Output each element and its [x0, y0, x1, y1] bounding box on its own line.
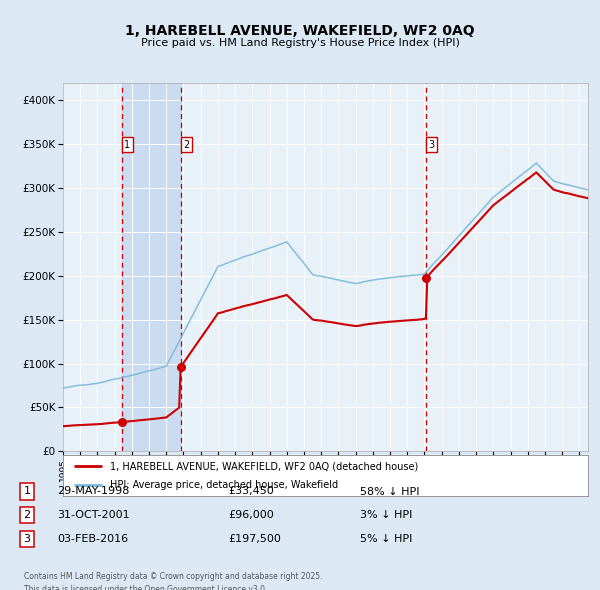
Text: 1: 1 — [124, 140, 130, 150]
Text: 1, HAREBELL AVENUE, WAKEFIELD, WF2 0AQ: 1, HAREBELL AVENUE, WAKEFIELD, WF2 0AQ — [125, 24, 475, 38]
Bar — [122, 83, 181, 451]
Text: HPI: Average price, detached house, Wakefield: HPI: Average price, detached house, Wake… — [110, 480, 338, 490]
Text: 5% ↓ HPI: 5% ↓ HPI — [360, 534, 412, 543]
Text: 2: 2 — [183, 140, 190, 150]
Text: 1: 1 — [23, 487, 31, 496]
Text: £197,500: £197,500 — [228, 534, 281, 543]
Text: 03-FEB-2016: 03-FEB-2016 — [57, 534, 128, 543]
Text: 3: 3 — [428, 140, 435, 150]
Text: 3: 3 — [23, 534, 31, 543]
Text: Contains HM Land Registry data © Crown copyright and database right 2025.
This d: Contains HM Land Registry data © Crown c… — [24, 572, 323, 590]
Text: Price paid vs. HM Land Registry's House Price Index (HPI): Price paid vs. HM Land Registry's House … — [140, 38, 460, 48]
Text: 2: 2 — [23, 510, 31, 520]
Text: 3% ↓ HPI: 3% ↓ HPI — [360, 510, 412, 520]
Text: 31-OCT-2001: 31-OCT-2001 — [57, 510, 130, 520]
Text: £96,000: £96,000 — [228, 510, 274, 520]
Text: 29-MAY-1998: 29-MAY-1998 — [57, 487, 130, 496]
Text: 1, HAREBELL AVENUE, WAKEFIELD, WF2 0AQ (detached house): 1, HAREBELL AVENUE, WAKEFIELD, WF2 0AQ (… — [110, 461, 419, 471]
Text: £33,450: £33,450 — [228, 487, 274, 496]
Text: 58% ↓ HPI: 58% ↓ HPI — [360, 487, 419, 496]
